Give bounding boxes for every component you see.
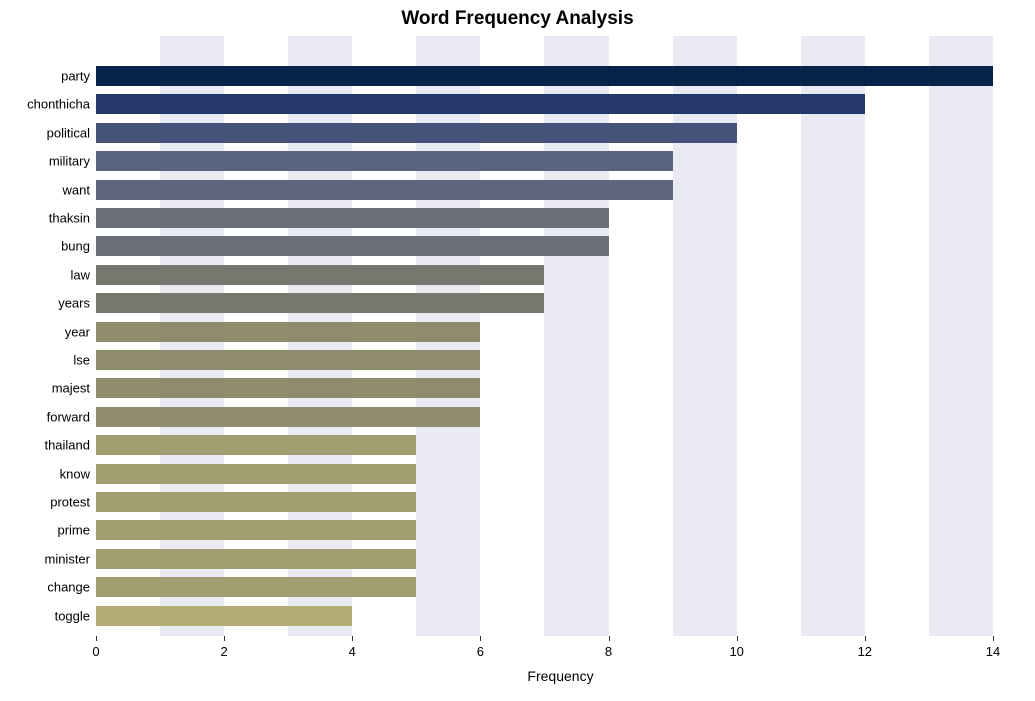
y-tick-label: lse <box>73 353 90 368</box>
bar <box>96 236 609 256</box>
y-tick-label: minister <box>44 551 90 566</box>
x-tick-label: 2 <box>221 644 228 659</box>
y-tick-label: toggle <box>55 608 90 623</box>
y-tick-label: chonthicha <box>27 97 90 112</box>
x-tick-label: 8 <box>605 644 612 659</box>
grid-band <box>801 36 865 636</box>
bar <box>96 180 673 200</box>
bar <box>96 66 993 86</box>
bar <box>96 407 480 427</box>
y-tick-label: change <box>47 580 90 595</box>
y-tick-label: majest <box>52 381 90 396</box>
y-tick-label: year <box>65 324 90 339</box>
x-tick-label: 10 <box>729 644 743 659</box>
x-tick <box>224 636 225 641</box>
x-tick-label: 12 <box>858 644 872 659</box>
x-tick <box>737 636 738 641</box>
x-tick-label: 4 <box>349 644 356 659</box>
y-tick-label: thailand <box>44 438 90 453</box>
y-tick-label: protest <box>50 495 90 510</box>
bar <box>96 208 609 228</box>
x-tick <box>865 636 866 641</box>
bar <box>96 549 416 569</box>
y-tick-label: years <box>58 296 90 311</box>
chart-title: Word Frequency Analysis <box>0 8 1035 30</box>
bar <box>96 123 737 143</box>
y-tick-label: military <box>49 154 90 169</box>
y-tick-label: bung <box>61 239 90 254</box>
chart-container: Word Frequency Analysis Frequency 024681… <box>0 0 1035 701</box>
x-axis-label: Frequency <box>527 668 593 684</box>
y-tick-label: know <box>60 466 90 481</box>
x-tick <box>96 636 97 641</box>
y-tick-label: law <box>70 267 90 282</box>
bar <box>96 435 416 455</box>
bar <box>96 151 673 171</box>
bar <box>96 520 416 540</box>
bar <box>96 265 544 285</box>
bar <box>96 293 544 313</box>
bar <box>96 378 480 398</box>
grid-band <box>929 36 993 636</box>
y-tick-label: party <box>61 69 90 84</box>
x-tick-label: 0 <box>92 644 99 659</box>
plot-area: Frequency 02468101214partychonthichapoli… <box>96 36 1025 636</box>
y-tick-label: political <box>47 125 90 140</box>
y-tick-label: forward <box>47 409 90 424</box>
bar <box>96 606 352 626</box>
x-tick-label: 14 <box>986 644 1000 659</box>
y-tick-label: thaksin <box>49 211 90 226</box>
x-tick-label: 6 <box>477 644 484 659</box>
bar <box>96 492 416 512</box>
x-tick <box>480 636 481 641</box>
y-tick-label: want <box>63 182 90 197</box>
bar <box>96 577 416 597</box>
x-tick <box>352 636 353 641</box>
y-tick-label: prime <box>57 523 90 538</box>
x-tick <box>609 636 610 641</box>
bar <box>96 322 480 342</box>
x-tick <box>993 636 994 641</box>
bar <box>96 350 480 370</box>
bar <box>96 464 416 484</box>
bar <box>96 94 865 114</box>
